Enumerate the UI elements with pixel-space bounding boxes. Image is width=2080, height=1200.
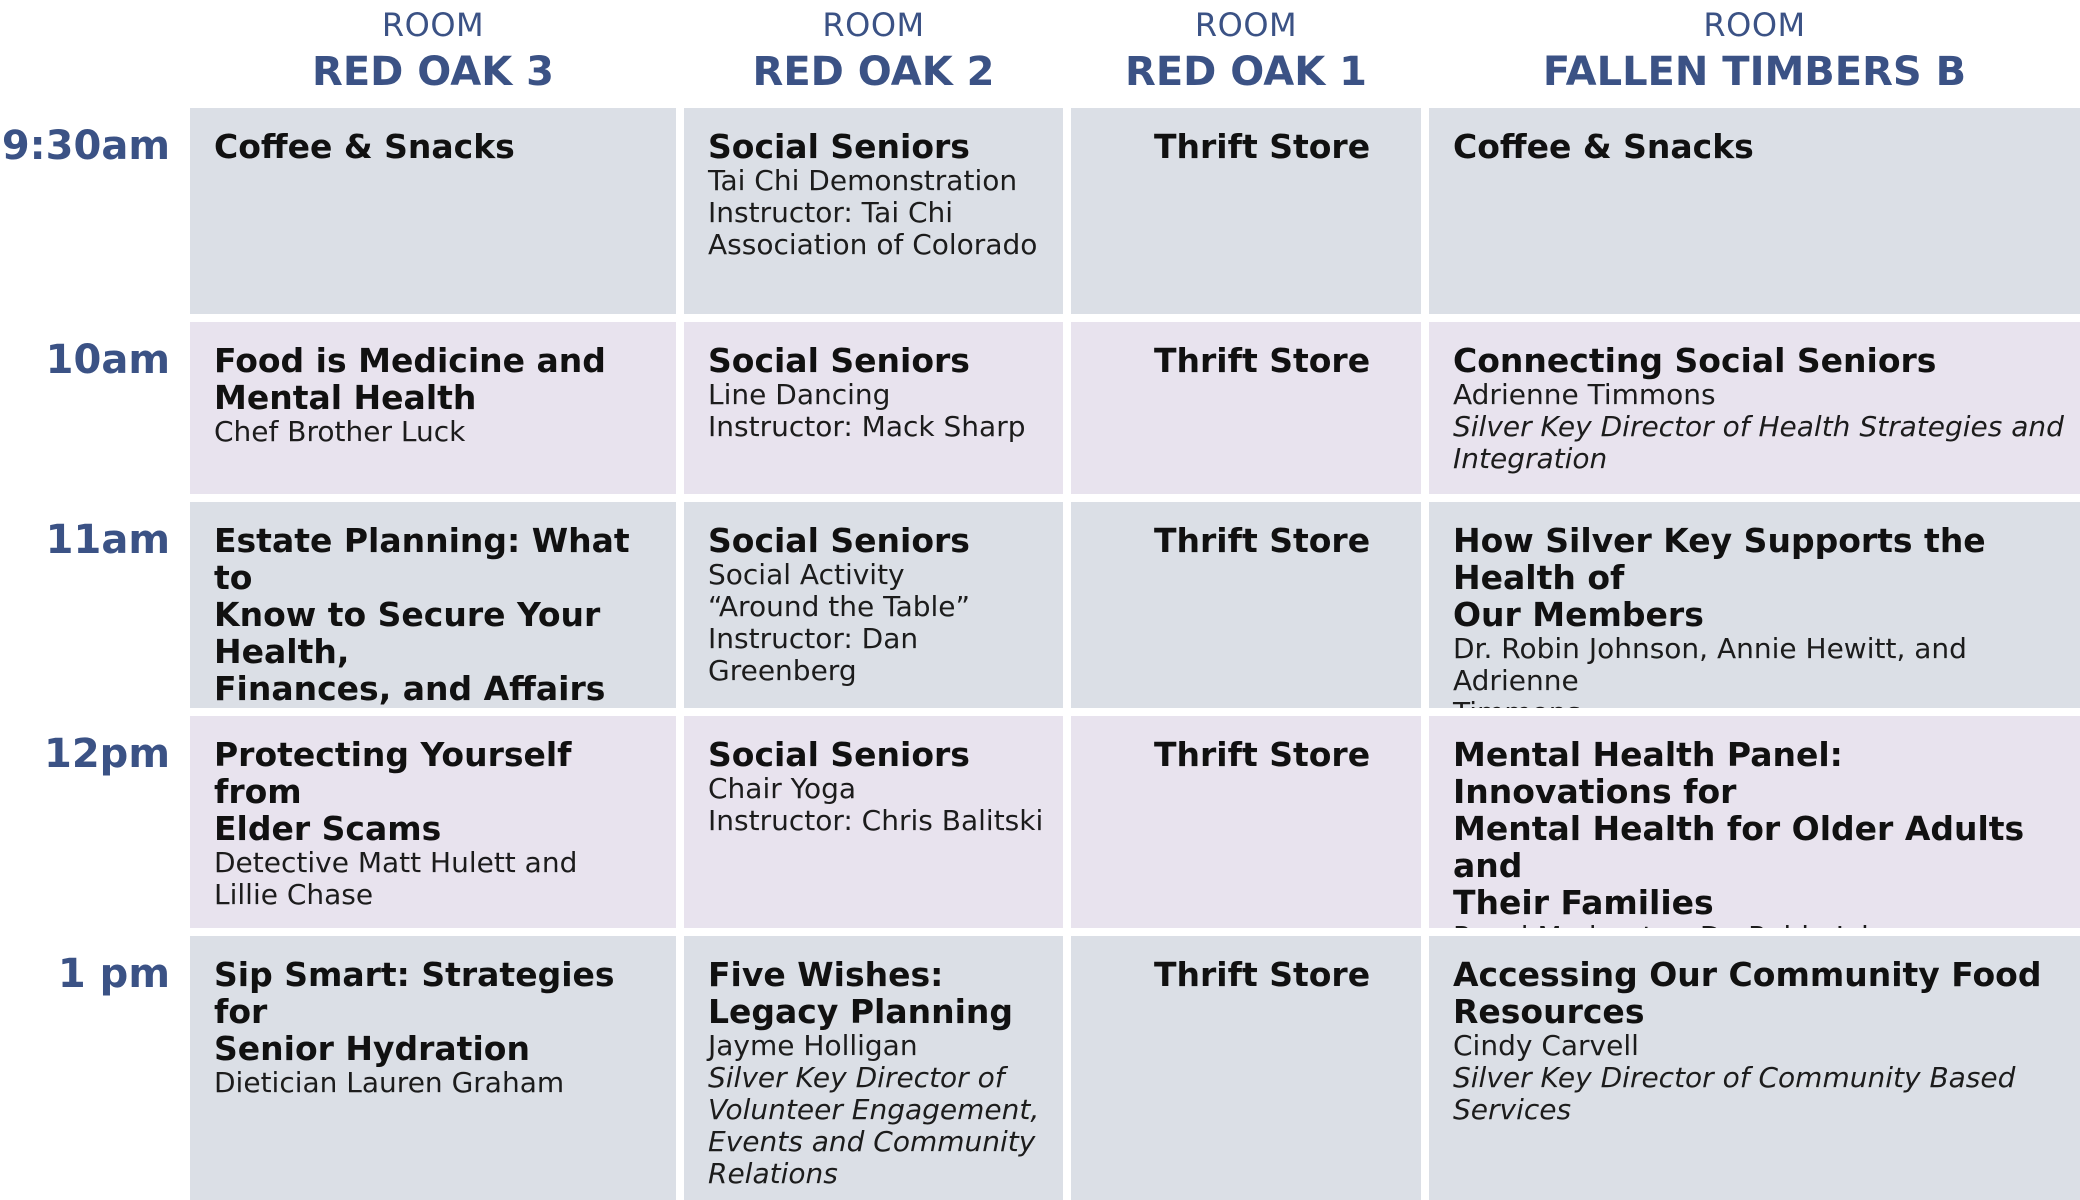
session-detail: Jayme Holligan (708, 1029, 918, 1062)
session-title: Social Seniors (708, 127, 970, 166)
session-role: Events and Community (708, 1125, 1036, 1158)
session-detail: Instructor: Tai Chi (708, 196, 954, 229)
room-name: RED OAK 1 (1125, 49, 1367, 95)
session-cell: Social Seniors Social Activity “Around the… (684, 502, 1063, 708)
session-detail: Instructor: Dan Greenberg (708, 622, 919, 687)
session-cell: How Silver Key Supports the Health of Our… (1429, 502, 2080, 708)
session-cell: Thrift Store (1071, 716, 1421, 928)
session-title: Accessing Our Community Food (1453, 955, 2042, 994)
session-role: Relations (708, 1157, 838, 1190)
session-role: Integration (1453, 442, 1608, 475)
session-detail: Detective Matt Hulett and (214, 846, 578, 879)
session-cell: Sip Smart: Strategies for Senior Hydratio… (190, 936, 676, 1200)
session-cell: Social Seniors Line Dancing Instructor: Ma… (684, 322, 1063, 494)
session-title: Their Families (1453, 883, 1714, 922)
session-title: Estate Planning: What to (214, 521, 630, 597)
time-label: 9:30am (1, 123, 170, 169)
session-title: Thrift Store (1154, 127, 1371, 166)
time-label: 1 pm (57, 951, 170, 997)
session-title: Know to Secure Your Health, (214, 595, 601, 671)
session-role: Silver Key Director of Community Based (1453, 1061, 2016, 1094)
session-detail: Chef Brother Luck (214, 415, 466, 448)
time-label: 10am (45, 337, 170, 383)
session-title: Five Wishes: (708, 955, 944, 994)
session-title: Resources (1453, 992, 1645, 1031)
session-detail: Panel Moderator: Dr. Robin Johnson (1453, 921, 2064, 929)
session-cell: Coffee & Snacks (190, 108, 676, 314)
session-role: Volunteer Engagement, (708, 1093, 1040, 1126)
session-role: Services (1453, 1093, 1572, 1126)
session-title: Connecting Social Seniors (1453, 341, 1937, 380)
column-header: ROOM FALLEN TIMBERS B (1429, 0, 2080, 100)
session-cell: Thrift Store (1071, 936, 1421, 1200)
session-title: Social Seniors (708, 521, 970, 560)
session-role: Silver Key Director of (708, 1061, 1005, 1094)
session-cell: Thrift Store (1071, 502, 1421, 708)
session-detail: Cindy Carvell (1453, 1029, 1639, 1062)
session-role: Silver Key Director of Health Strategies… (1453, 410, 2064, 443)
session-title: Mental Health (214, 378, 477, 417)
time-label: 12pm (44, 731, 170, 777)
session-title: Coffee & Snacks (1453, 127, 1754, 166)
session-detail: Attorney Ryan Taylor (214, 707, 660, 709)
session-title: Thrift Store (1154, 735, 1371, 774)
session-detail: Social Activity (708, 558, 905, 591)
session-title: Protecting Yourself from (214, 735, 572, 811)
session-detail: Chair Yoga (708, 772, 857, 805)
room-name: FALLEN TIMBERS B (1542, 49, 1967, 95)
session-title: Finances, and Affairs (214, 669, 606, 708)
session-cell: Thrift Store (1071, 322, 1421, 494)
session-cell: Social Seniors Tai Chi Demonstration Instr… (684, 108, 1063, 314)
session-detail: Instructor: Mack Sharp (708, 410, 1026, 443)
session-title: Legacy Planning (708, 992, 1014, 1031)
session-title: Elder Scams (214, 809, 442, 848)
session-title: Thrift Store (1154, 341, 1371, 380)
session-detail: Tai Chi Demonstration (708, 164, 1018, 197)
room-name: RED OAK 3 (312, 49, 554, 95)
session-title: Thrift Store (1154, 521, 1371, 560)
column-header: ROOM RED OAK 3 (190, 0, 676, 100)
session-detail: Association of Colorado (708, 228, 1038, 261)
room-name: RED OAK 2 (752, 49, 995, 95)
session-detail: Instructor: Chris Balitski (708, 804, 1044, 837)
session-cell: Connecting Social Seniors Adrienne Timmon… (1429, 322, 2080, 494)
session-title: Coffee & Snacks (214, 127, 515, 166)
session-cell: Coffee & Snacks (1429, 108, 2080, 314)
session-detail: Line Dancing (708, 378, 891, 411)
room-label: ROOM (822, 6, 925, 44)
column-header: ROOM RED OAK 1 (1071, 0, 1421, 100)
session-title: How Silver Key Supports the Health of (1453, 521, 1986, 597)
session-cell: Mental Health Panel: Innovations for Ment… (1429, 716, 2080, 928)
session-title: Senior Hydration (214, 1029, 530, 1068)
session-cell: Food is Medicine and Mental Health Chef Br… (190, 322, 676, 494)
session-cell: Estate Planning: What to Know to Secure Y… (190, 502, 676, 708)
session-detail: “Around the Table” (708, 590, 971, 623)
room-label: ROOM (381, 6, 485, 44)
session-cell: Thrift Store (1071, 108, 1421, 314)
session-title: Thrift Store (1154, 955, 1371, 994)
session-title: Mental Health for Older Adults and (1453, 809, 2025, 885)
session-title: Food is Medicine and (214, 341, 606, 380)
session-title: Social Seniors (708, 735, 970, 774)
session-cell: Social Seniors Chair Yoga Instructor: Chri… (684, 716, 1063, 928)
session-cell: Accessing Our Community Food Resources Cin… (1429, 936, 2080, 1200)
time-label: 11am (45, 517, 170, 563)
session-title: Our Members (1453, 595, 1704, 634)
room-label: ROOM (1194, 6, 1298, 44)
session-detail: Timmons (1453, 697, 2064, 709)
session-detail: Adrienne Timmons (1453, 378, 1716, 411)
column-header: ROOM RED OAK 2 (684, 0, 1063, 100)
session-title: Sip Smart: Strategies for (214, 955, 615, 1031)
session-cell: Protecting Yourself from Elder Scams Detec… (190, 716, 676, 928)
session-title: Social Seniors (708, 341, 970, 380)
room-label: ROOM (1703, 6, 1806, 44)
session-title: Mental Health Panel: Innovations for (1453, 735, 1843, 811)
session-detail: Dr. Robin Johnson, Annie Hewitt, and Adr… (1453, 632, 1967, 697)
session-cell: Five Wishes: Legacy Planning Jayme Holliga… (684, 936, 1063, 1200)
session-detail: Lillie Chase (214, 878, 374, 911)
session-detail: Dietician Lauren Graham (214, 1066, 565, 1099)
